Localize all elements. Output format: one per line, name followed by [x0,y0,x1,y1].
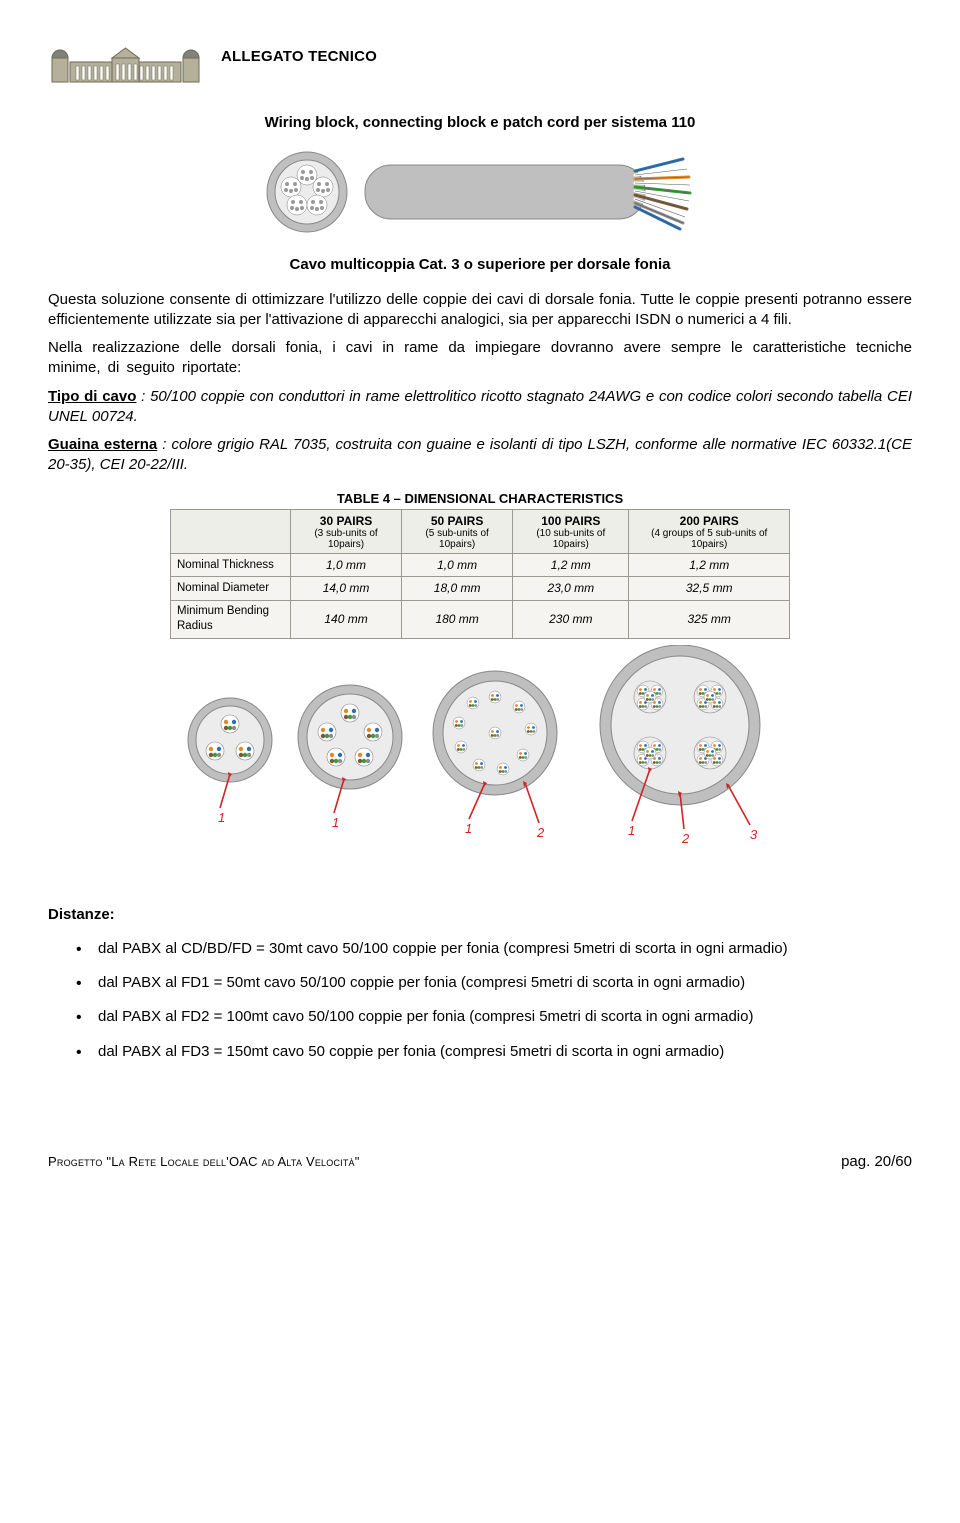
page-header: ALLEGATO TECNICO [48,30,912,85]
logo [48,30,203,85]
distanze-list: dal PABX al CD/BD/FD = 30mt cavo 50/100 … [48,939,912,1062]
table-title: TABLE 4 – DIMENSIONAL CHARACTERISTICS [170,490,790,508]
paragraph-intro: Questa soluzione consente di ottimizzare… [48,290,912,331]
figure-multicoppia-cable [48,147,912,237]
header-label: ALLEGATO TECNICO [221,47,377,67]
svg-text:1: 1 [332,815,339,830]
table-dimensional-characteristics: TABLE 4 – DIMENSIONAL CHARACTERISTICS 30… [170,490,790,639]
table-row: Minimum Bending Radius 140 mm 180 mm 230… [171,600,790,638]
table-header-row: 30 PAIRS(3 sub-units of 10pairs) 50 PAIR… [171,510,790,554]
guaina-text: : colore grigio RAL 7035, costruita con … [48,436,912,473]
guaina-label: Guaina esterna [48,436,157,453]
paragraph-tipo-cavo: Tipo di cavo : 50/100 coppie con condutt… [48,387,912,428]
svg-text:3: 3 [750,827,758,842]
svg-text:1: 1 [628,823,635,838]
list-item: dal PABX al FD3 = 150mt cavo 50 coppie p… [76,1042,912,1062]
footer-page-number: pag. 20/60 [841,1152,912,1172]
figure-cable-cross-sections: 1 1 1 [48,645,912,865]
list-item: dal PABX al FD1 = 50mt cavo 50/100 coppi… [76,973,912,993]
list-item: dal PABX al FD2 = 100mt cavo 50/100 copp… [76,1007,912,1027]
th-50pairs: 50 PAIRS [431,514,483,528]
svg-text:1: 1 [465,821,472,836]
title-cavo-multicoppia: Cavo multicoppia Cat. 3 o superiore per … [48,255,912,275]
th-100pairs: 100 PAIRS [541,514,600,528]
footer-project: Progetto "La Rete Locale dell'OAC ad Alt… [48,1153,360,1171]
paragraph-caratteristiche: Nella realizzazione delle dorsali fonia,… [48,338,912,379]
th-30pairs: 30 PAIRS [320,514,372,528]
page-footer: Progetto "La Rete Locale dell'OAC ad Alt… [48,1152,912,1172]
table-row: Nominal Thickness 1,0 mm 1,0 mm 1,2 mm 1… [171,554,790,577]
svg-text:2: 2 [681,831,690,846]
svg-text:1: 1 [218,810,225,825]
svg-text:2: 2 [536,825,545,840]
list-item: dal PABX al CD/BD/FD = 30mt cavo 50/100 … [76,939,912,959]
paragraph-guaina: Guaina esterna : colore grigio RAL 7035,… [48,435,912,476]
title-wiring-block: Wiring block, connecting block e patch c… [48,113,912,133]
tipo-cavo-label: Tipo di cavo [48,388,136,405]
section-distanze: Distanze: [48,905,912,925]
th-200pairs: 200 PAIRS [680,514,739,528]
tipo-cavo-text: : 50/100 coppie con conduttori in rame e… [48,388,912,425]
table-row: Nominal Diameter 14,0 mm 18,0 mm 23,0 mm… [171,577,790,600]
